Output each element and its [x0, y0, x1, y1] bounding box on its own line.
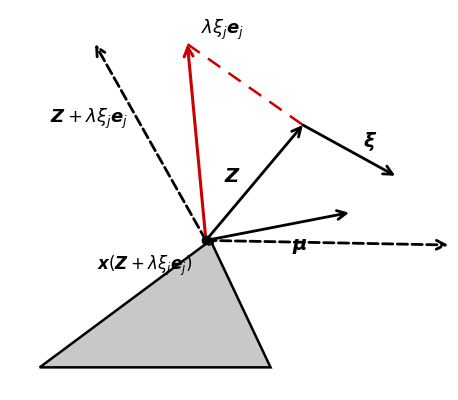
Text: $\boldsymbol{\xi}$: $\boldsymbol{\xi}$ [363, 130, 377, 153]
Text: $\boldsymbol{x}(\boldsymbol{Z}+\lambda\xi_j\boldsymbol{e}_j)$: $\boldsymbol{x}(\boldsymbol{Z}+\lambda\x… [97, 254, 192, 278]
Text: $\lambda\xi_j \boldsymbol{e}_j$: $\lambda\xi_j \boldsymbol{e}_j$ [202, 18, 245, 42]
Text: $\boldsymbol{Z}$: $\boldsymbol{Z}$ [224, 168, 240, 186]
Text: $\boldsymbol{Z}+\lambda\xi_j\boldsymbol{e}_j$: $\boldsymbol{Z}+\lambda\xi_j\boldsymbol{… [50, 107, 128, 131]
Text: $\boldsymbol{\mu}$: $\boldsymbol{\mu}$ [292, 237, 307, 256]
Polygon shape [40, 240, 271, 367]
